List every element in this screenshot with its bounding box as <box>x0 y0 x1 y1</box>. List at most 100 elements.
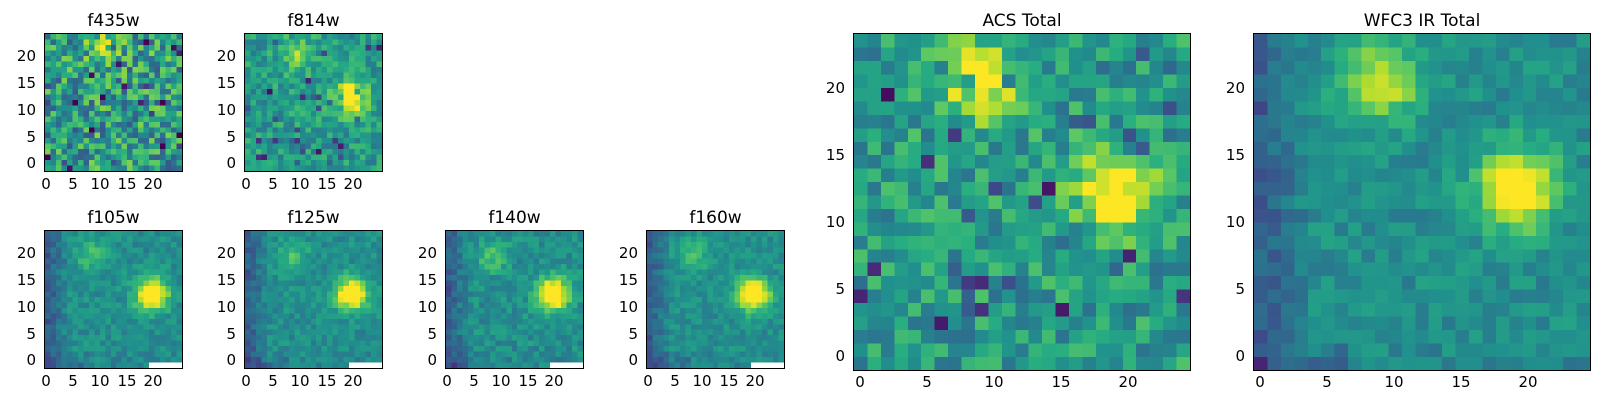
heatmap-cell <box>245 149 251 155</box>
heatmap-cell <box>1294 208 1309 223</box>
heatmap-cell <box>250 241 257 248</box>
heatmap-cell <box>690 258 697 264</box>
heatmap-cell <box>338 247 344 254</box>
heatmap-cell <box>143 357 150 363</box>
heatmap-cell <box>154 263 161 270</box>
heatmap-cell <box>61 39 68 46</box>
heatmap-cell <box>934 275 949 290</box>
heatmap-cell <box>1536 101 1550 115</box>
heatmap-cell <box>572 247 578 254</box>
heatmap-cell <box>105 83 111 89</box>
heatmap-cell <box>451 280 458 286</box>
heatmap-cell <box>376 44 382 51</box>
heatmap-cell <box>745 340 752 347</box>
heatmap-cell <box>451 324 458 330</box>
heatmap-cell <box>451 258 458 264</box>
heatmap-cell <box>921 262 935 277</box>
heatmap-cell <box>500 280 507 286</box>
heatmap-cell <box>299 154 306 161</box>
heatmap-cell <box>255 160 262 166</box>
heatmap-cell <box>116 329 122 336</box>
heatmap-cell <box>349 362 355 368</box>
heatmap-cell <box>1374 154 1389 169</box>
heatmap-cell <box>332 61 339 67</box>
heatmap-cell <box>360 231 366 237</box>
heatmap-cell <box>288 258 295 264</box>
heatmap-cell <box>245 160 251 166</box>
heatmap-cell <box>495 340 501 347</box>
heatmap-cell <box>489 307 496 314</box>
heatmap-cell <box>371 263 377 270</box>
x-tick-label: 10 <box>90 175 110 193</box>
heatmap-cell <box>489 351 496 358</box>
heatmap-cell <box>506 302 512 308</box>
heatmap-cell <box>272 50 278 57</box>
heatmap-cell <box>94 34 100 40</box>
heatmap-cell <box>360 318 366 325</box>
heatmap-cell <box>934 154 949 169</box>
heatmap-cell <box>321 329 328 336</box>
heatmap-cell <box>1388 329 1403 344</box>
heatmap-cell <box>1522 262 1537 277</box>
heatmap-cell <box>1136 141 1150 156</box>
heatmap-cell <box>160 329 166 336</box>
heatmap-cell <box>299 143 306 150</box>
heatmap-cell <box>1069 114 1083 129</box>
heatmap-cell <box>500 307 507 314</box>
heatmap-cell <box>354 72 361 78</box>
heatmap-cell <box>1055 275 1070 290</box>
heatmap-cell <box>907 168 922 183</box>
heatmap-cell <box>674 247 680 254</box>
heatmap-cell <box>544 329 551 336</box>
heatmap-cell <box>1254 249 1268 263</box>
heatmap-cell <box>165 55 172 62</box>
panel-f435w: f435w 0 5 10 15 20 0 5 10 15 20 <box>17 11 183 192</box>
heatmap-cell <box>867 168 882 183</box>
heatmap-cell <box>685 318 691 325</box>
heatmap-cell <box>1334 128 1349 142</box>
heatmap-cell <box>245 346 251 352</box>
heatmap-cell <box>948 356 962 370</box>
heatmap-cell <box>473 313 479 319</box>
heatmap-cell <box>272 105 278 111</box>
heatmap-cell <box>1455 235 1470 250</box>
heatmap-cell <box>277 357 284 363</box>
heatmap-cell <box>283 77 289 84</box>
heatmap-cell <box>1122 128 1137 142</box>
heatmap-cell <box>255 83 262 89</box>
heatmap-cell <box>245 44 251 51</box>
heatmap-cell <box>45 72 51 78</box>
heatmap-cell <box>99 83 106 89</box>
heatmap-cell <box>478 329 485 336</box>
heatmap-cell <box>734 296 741 303</box>
heatmap-cell <box>83 105 89 111</box>
heatmap-cell <box>921 141 935 156</box>
heatmap-cell <box>266 34 273 40</box>
heatmap-cell <box>338 263 344 270</box>
heatmap-cell <box>354 110 361 117</box>
heatmap-cell <box>1042 34 1056 48</box>
heatmap-cell <box>261 61 268 67</box>
heatmap-cell <box>500 318 507 325</box>
heatmap-cell <box>707 340 713 347</box>
heatmap-cell <box>250 83 257 89</box>
heatmap-cell <box>61 280 68 286</box>
heatmap-cell <box>305 99 311 106</box>
heatmap-cell <box>165 307 172 314</box>
heatmap-cell <box>116 318 122 325</box>
heatmap-cell <box>1401 262 1416 277</box>
heatmap-cell <box>1361 141 1376 156</box>
heatmap-cell <box>305 285 311 292</box>
heatmap-cell <box>55 280 62 286</box>
heatmap-cell <box>1176 154 1190 169</box>
heatmap-cell <box>94 105 100 111</box>
heatmap-cell <box>690 346 697 352</box>
heatmap-cell <box>171 105 177 111</box>
heatmap-cell <box>149 329 155 336</box>
heatmap-cell <box>712 357 719 363</box>
heatmap-cell <box>121 247 128 254</box>
heatmap-cell <box>94 39 100 46</box>
heatmap-cell <box>489 291 496 297</box>
heatmap-cell <box>1455 195 1470 209</box>
heatmap-cell <box>462 285 469 292</box>
